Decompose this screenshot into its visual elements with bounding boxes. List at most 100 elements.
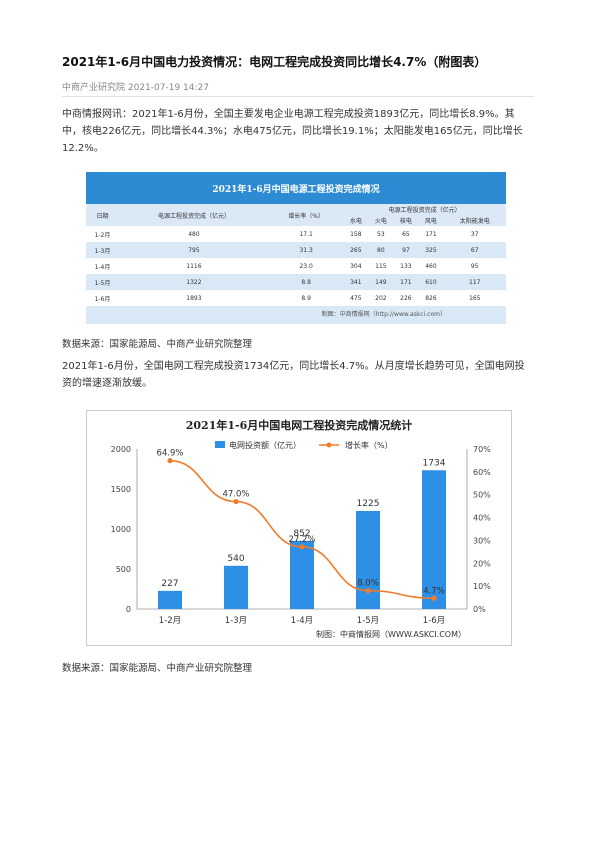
legend-label-bar: 电网投资额（亿元） [229, 440, 301, 450]
bar [422, 470, 446, 609]
line-point [365, 588, 371, 594]
table-cell: 826 [418, 290, 444, 306]
bar-value-label: 540 [227, 554, 244, 564]
line-point [431, 595, 437, 601]
table-cell: 1-5月 [86, 274, 119, 290]
table-cell: 133 [393, 258, 419, 274]
table-cell: 226 [393, 290, 419, 306]
bar [224, 565, 248, 609]
table-cell: 149 [368, 274, 394, 290]
table-cell: 37 [443, 226, 506, 242]
table-cell: 117 [443, 274, 506, 290]
table-row: 1-2月 480 17.1 158 53 65 171 37 [86, 226, 506, 242]
investment-table: 日期 电源工程投资完成（亿元） 增长率（%） 电源工程投资完成（亿元） 水电 火… [86, 204, 506, 306]
table-cell: 610 [418, 274, 444, 290]
x-tick-label: 1-4月 [291, 616, 313, 626]
line-value-label: 27.2% [288, 535, 315, 545]
chart-footer: 制图：中商情报网（WWW.ASKCI.COM） [316, 629, 466, 639]
y-tick-label-left: 1500 [111, 485, 131, 494]
y-tick-label-left: 500 [116, 565, 131, 574]
table-cell: 1-3月 [86, 242, 119, 258]
table-header: 核电 [393, 215, 419, 226]
divider [62, 96, 534, 97]
y-tick-label-right: 20% [473, 559, 491, 568]
line-value-label: 8.0% [357, 579, 379, 589]
table-cell: 1893 [118, 290, 269, 306]
source-note: 数据来源：国家能源局、中商产业研究院整理 [62, 663, 253, 674]
table-cell: 23.0 [268, 258, 344, 274]
table-cell: 171 [393, 274, 419, 290]
table-row: 1-3月 795 31.3 265 80 97 325 67 [86, 242, 506, 258]
table-cell: 304 [343, 258, 369, 274]
y-tick-label-left: 0 [126, 605, 131, 614]
x-tick-label: 1-3月 [225, 616, 247, 626]
table-row: 1-5月 1322 8.8 341 149 171 610 117 [86, 274, 506, 290]
table-cell: 325 [418, 242, 444, 258]
table-cell: 480 [118, 226, 269, 242]
bar-value-label: 227 [161, 579, 178, 589]
bar [290, 540, 314, 609]
table-header: 电源工程投资完成（亿元） [118, 204, 269, 226]
x-tick-label: 1-2月 [159, 616, 181, 626]
line-point [299, 544, 305, 550]
table-header: 风电 [418, 215, 444, 226]
chart-title: 2021年1-6月中国电网工程投资完成情况统计 [186, 418, 413, 432]
article-source[interactable]: 中商产业研究院 [62, 83, 126, 93]
table-cell: 171 [418, 226, 444, 242]
table-header: 火电 [368, 215, 394, 226]
paragraph-grid: 2021年1-6月份，全国电网工程完成投资1734亿元，同比增长4.7%。从月度… [62, 361, 525, 389]
table-cell: 8.9 [268, 290, 344, 306]
line-value-label: 4.7% [423, 586, 445, 596]
table-cell: 475 [343, 290, 369, 306]
bar-value-label: 852 [293, 529, 310, 539]
table-header: 日期 [86, 204, 119, 226]
table-header: 水电 [343, 215, 369, 226]
line-point [233, 498, 239, 505]
table-row: 1-6月 1893 8.9 475 202 226 826 165 [86, 290, 506, 306]
table-cell: 17.1 [268, 226, 344, 242]
table-cell: 53 [368, 226, 394, 242]
grid-investment-chart: 2021年1-6月中国电网工程投资完成情况统计 0 500 1000 1500 2000 0… [86, 410, 512, 646]
bar [356, 511, 380, 609]
y-tick-label-left: 1000 [111, 525, 131, 534]
line-value-label: 64.9% [156, 449, 183, 459]
table-cell: 67 [443, 242, 506, 258]
article-date: 2021-07-19 14:27 [127, 83, 209, 93]
y-tick-label-right: 60% [473, 468, 491, 477]
y-tick-label-right: 30% [473, 536, 491, 545]
table-group-header: 电源工程投资完成（亿元） [343, 204, 506, 215]
table-footer: 制图：中商情报网（http://www.askci.com） [86, 306, 506, 324]
table-cell: 80 [368, 242, 394, 258]
table-cell: 115 [368, 258, 394, 274]
bar-value-label: 1734 [423, 458, 446, 468]
line-point [167, 458, 173, 464]
table-cell: 95 [443, 258, 506, 274]
x-tick-label: 1-6月 [423, 616, 445, 626]
table-cell: 1116 [118, 258, 269, 274]
table-cell: 341 [343, 274, 369, 290]
source-note: 数据来源：国家能源局、中商产业研究院整理 [62, 339, 253, 350]
table-header: 太阳能发电 [443, 215, 506, 226]
table-cell: 65 [393, 226, 419, 242]
y-tick-label-left: 2000 [111, 445, 131, 454]
bar-value-label: 1225 [357, 499, 380, 509]
table-row: 1-4月 1116 23.0 304 115 133 460 95 [86, 258, 506, 274]
table-image: 2021年1-6月中国电源工程投资完成情况 日期 电源工程投资完成（亿元） 增长… [86, 172, 506, 324]
table-cell: 202 [368, 290, 394, 306]
table-cell: 460 [418, 258, 444, 274]
paragraph-power-source: 中商情报网讯：2021年1-6月份，全国主要发电企业电源工程完成投资1893亿元… [62, 109, 523, 154]
table-cell: 165 [443, 290, 506, 306]
table-cell: 1322 [118, 274, 269, 290]
y-tick-label-right: 10% [473, 582, 491, 591]
table-cell: 1-6月 [86, 290, 119, 306]
table-cell: 158 [343, 226, 369, 242]
table-cell: 1-2月 [86, 226, 119, 242]
article-meta: 中商产业研究院 2021-07-19 14:27 [62, 80, 209, 93]
line-value-label: 47.0% [222, 490, 249, 500]
y-tick-label-right: 0% [473, 605, 486, 614]
x-tick-label: 1-5月 [357, 616, 379, 626]
legend-swatch-bar [215, 441, 225, 448]
table-cell: 1-4月 [86, 258, 119, 274]
y-tick-label-right: 70% [473, 445, 491, 454]
bar [158, 590, 182, 609]
